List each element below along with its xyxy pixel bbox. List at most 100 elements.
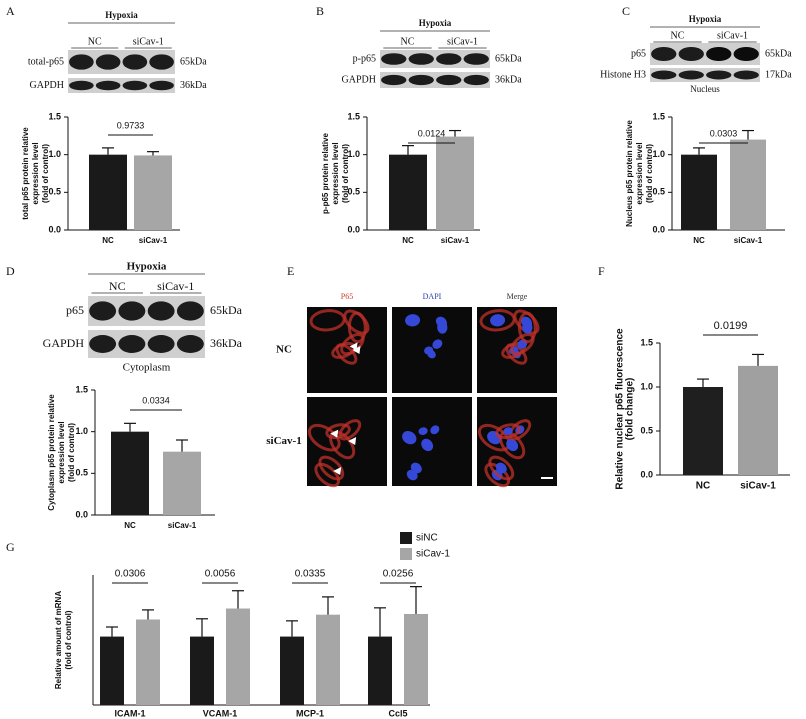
cell-cytoplasm [309,309,346,332]
bar [134,155,172,230]
blot [68,78,175,93]
y-axis-label: total p65 protein relative [21,127,30,220]
group-label: NC [671,30,685,41]
group-label: NC [88,36,102,47]
blot-band [381,74,407,86]
arrowhead [330,429,339,438]
cell-nucleus [405,314,421,327]
y-axis-label: p-p65 protein relative [321,133,330,214]
x-tick-label: ICAM-1 [115,708,146,718]
panel-letter: F [598,264,605,278]
y-tick-label: 1.5 [48,111,61,121]
y-tick-label: 0.5 [652,187,665,197]
p-value: 0.0334 [142,395,170,405]
y-tick-label: 1.5 [652,111,665,121]
cell-cytoplasm [499,430,526,460]
x-tick-label: Ccl5 [388,708,407,718]
blot-size: 65kDa [495,53,522,64]
x-tick-label: siCav-1 [740,481,776,492]
blot-band [176,335,204,353]
blot-band [408,53,434,65]
cell-nucleus [410,462,422,474]
blot-label: total-p65 [28,56,64,67]
y-axis-label: (fold of control) [67,423,76,482]
arrowhead [349,342,358,351]
micrograph [477,397,557,486]
blot [380,72,490,88]
cell-cytoplasm [510,332,535,356]
legend-label: siNC [416,533,438,544]
blot-band [381,53,407,65]
bar [111,431,149,515]
y-axis-label: expression level [635,142,644,204]
blot-size: 17kDa [765,69,792,80]
blot-size: 36kDa [495,74,522,85]
blot-band [147,335,175,353]
arrowhead [348,436,357,445]
cell-cytoplasm [488,455,515,481]
bar [136,619,160,705]
blot-band [149,54,174,70]
cell-nucleus [490,314,506,327]
blot-band [733,70,759,80]
blot-band [733,46,759,62]
blot-band [69,54,94,70]
p-value: 0.0124 [418,128,446,138]
blot [650,68,760,82]
condition-label: Hypoxia [127,261,167,273]
p-value: 0.9733 [117,120,145,130]
cell-nucleus [430,425,440,435]
blot-label: Histone H3 [600,69,646,80]
cell-nucleus [424,346,434,355]
micrograph [307,397,387,486]
x-tick-label: siCav-1 [139,236,168,245]
group-label: siCav-1 [133,36,164,47]
bar [368,636,392,705]
bar [436,136,474,230]
y-tick-label: 0.0 [48,224,61,234]
bar [683,387,723,475]
group-label: siCav-1 [447,36,478,47]
condition-label: Hypoxia [105,10,138,20]
blot-band [436,53,462,65]
panel-letter: C [622,4,630,18]
row-label: NC [276,344,292,356]
y-axis-label: (fold change) [625,378,636,441]
y-axis-label: Relative nuclear p65 fluorescence [615,328,626,490]
cell-nucleus [503,427,513,436]
y-tick-label: 0.0 [652,224,665,234]
cell-cytoplasm [495,423,521,440]
x-tick-label: MCP-1 [296,708,324,718]
y-axis-label: (fold of control) [41,144,50,203]
bar [280,636,304,705]
cell-nucleus [402,431,417,445]
blot-band [651,70,677,80]
blot-band [69,80,94,91]
y-tick-label: 1.5 [347,111,360,121]
blot-band [706,70,732,80]
cell-cytoplasm [325,423,351,440]
blot-band [89,335,117,353]
blot-label: GAPDH [43,336,85,350]
blot-band [408,74,434,86]
bar [404,614,428,705]
legend-swatch [400,532,412,544]
bar [730,139,766,230]
blot-band [463,53,489,65]
y-axis-label: Cytoplasm p65 protein relative [47,394,56,511]
y-tick-label: 0.0 [640,469,653,479]
blot-band [122,54,148,70]
panel-letter: A [6,4,15,18]
blot-band [436,74,462,86]
cell-cytoplasm [347,311,367,344]
blot [380,50,490,68]
p-value: 0.0199 [714,320,748,332]
y-tick-label: 0.5 [48,187,61,197]
condition-label: Hypoxia [689,14,722,24]
y-axis-label: (fold of control) [645,144,654,203]
x-tick-label: NC [696,481,710,492]
y-tick-label: 1.0 [640,381,653,391]
blot-size: 65kDa [210,303,243,317]
y-axis-label: Relative amount of mRNA [54,591,63,689]
cell-nucleus [522,321,533,334]
